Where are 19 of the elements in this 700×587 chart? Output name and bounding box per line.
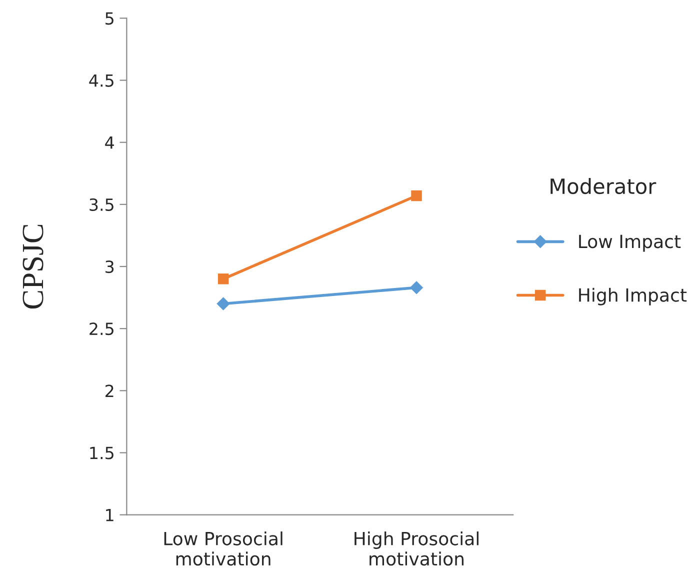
legend-label: High Impact	[579, 288, 687, 306]
y-tick-label: 5	[106, 12, 114, 25]
y-tick-label: 1.5	[90, 446, 114, 460]
x-tick-label: Low Prosocial motivation	[164, 531, 282, 566]
legend-label: Low Impact	[579, 234, 681, 252]
x-tick-label: High Prosocial motivation	[354, 531, 478, 566]
y-tick-label: 1	[106, 508, 114, 522]
y-tick-label: 3.5	[90, 198, 114, 211]
legend-title: Moderator	[550, 178, 656, 194]
y-axis-title: CPSJC	[22, 224, 44, 309]
point	[410, 281, 423, 294]
point	[216, 297, 230, 310]
y-tick-label: 2	[106, 384, 114, 397]
y-tick-label: 3	[106, 260, 114, 274]
point	[411, 190, 422, 202]
y-tick-label: 2.5	[90, 322, 114, 336]
point	[218, 274, 229, 284]
y-tick-label: 4	[105, 136, 114, 149]
y-tick-label: 4.5	[89, 74, 114, 87]
